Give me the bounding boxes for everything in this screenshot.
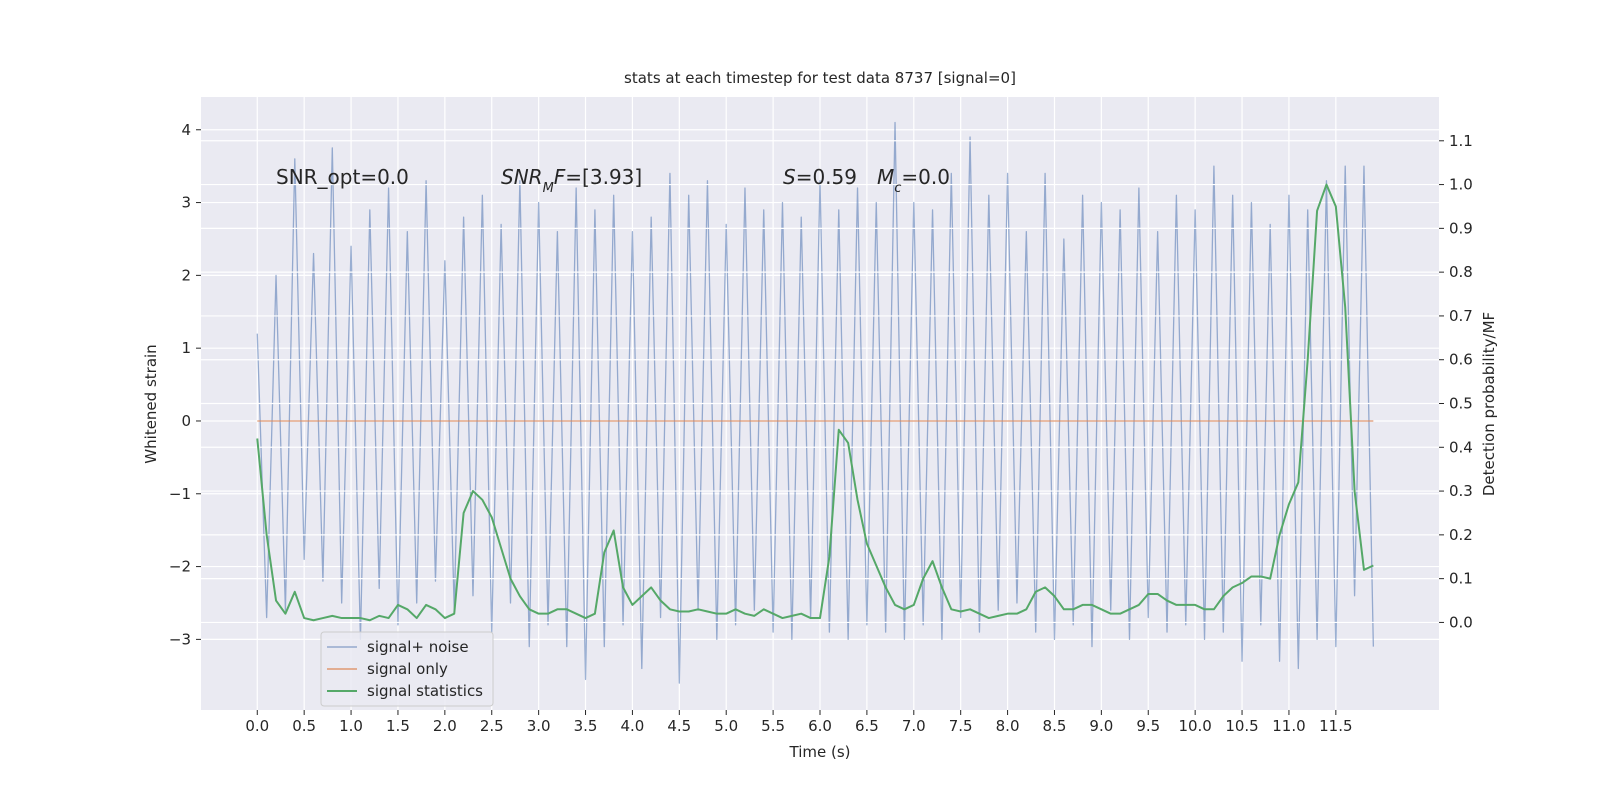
legend-label: signal only [367,660,448,678]
x-tick-label: 3.0 [527,717,551,735]
y2-tick-label: 0.9 [1449,219,1473,237]
y2-tick-label: 0.4 [1449,438,1473,456]
annotation-part: F [554,165,566,189]
annotation-part: M [877,165,894,189]
annotation: SNRMF=[3.93] [501,165,642,196]
legend-label: signal statistics [367,682,483,700]
chart-title: stats at each timestep for test data 873… [624,69,1016,87]
x-tick-label: 10.5 [1225,717,1258,735]
x-tick-label: 8.0 [996,717,1020,735]
x-tick-label: 10.0 [1178,717,1211,735]
y-tick-label: 1 [181,339,191,357]
legend-label: signal+ noise [367,638,469,656]
x-tick-label: 11.0 [1272,717,1305,735]
annotation: Mc=0.0 [877,165,950,196]
x-tick-label: 5.5 [761,717,785,735]
x-tick-label: 7.0 [902,717,926,735]
annotation-part: =0.0 [901,165,950,189]
x-tick-label: 1.5 [386,717,410,735]
y-tick-label: −2 [169,558,191,576]
annotation: S=0.59 [783,165,857,189]
x-axis-label: Time (s) [789,743,851,761]
x-tick-label: 7.5 [949,717,973,735]
series-line [256,121,1374,684]
x-tick-label: 2.5 [480,717,504,735]
y2-tick-label: 0.2 [1449,526,1473,544]
x-tick-label: 3.5 [574,717,598,735]
y2-tick-label: 0.1 [1449,570,1473,588]
y2-tick-label: 1.0 [1449,176,1473,194]
annotation-part: S [783,165,796,189]
x-tick-label: 6.5 [855,717,879,735]
x-tick-label: 1.0 [339,717,363,735]
annotation-part: SNR [501,165,543,189]
x-tick-label: 9.0 [1089,717,1113,735]
y2-tick-label: 0.0 [1449,613,1473,631]
legend-box [320,631,494,707]
x-tick-label: 4.0 [620,717,644,735]
y2-tick-label: 1.1 [1449,132,1473,150]
y2-tick-label: 0.5 [1449,395,1473,413]
annotation-part: =[3.93] [565,165,642,189]
annotation-part: c [894,181,901,196]
x-tick-label: 6.0 [808,717,832,735]
y-tick-label: −1 [169,485,191,503]
y-axis-label: Whitened strain [142,344,160,463]
y-tick-label: −3 [169,630,191,648]
y-tick-label: 2 [181,266,191,284]
x-tick-label: 11.5 [1319,717,1352,735]
y-tick-label: 4 [181,121,191,139]
x-tick-label: 9.5 [1136,717,1160,735]
x-tick-label: 4.5 [667,717,691,735]
annotation-part: M [543,181,554,196]
x-tick-label: 8.5 [1043,717,1067,735]
x-tick-label: 5.0 [714,717,738,735]
y-tick-label: 3 [181,194,191,212]
x-tick-label: 0.0 [245,717,269,735]
y2-tick-label: 0.3 [1449,482,1473,500]
annotation: SNR_opt=0.0 [276,165,409,189]
annotation-part: =0.59 [796,165,857,189]
y2-tick-label: 0.7 [1449,307,1473,325]
series-line [256,183,1374,622]
y2-axis-label: Detection probability/MF [1480,312,1498,496]
annotation-part: SNR_opt=0.0 [276,165,409,189]
y-tick-label: 0 [181,412,191,430]
x-tick-label: 2.0 [433,717,457,735]
x-tick-label: 0.5 [292,717,316,735]
y2-tick-label: 0.8 [1449,263,1473,281]
y2-tick-label: 0.6 [1449,351,1473,369]
